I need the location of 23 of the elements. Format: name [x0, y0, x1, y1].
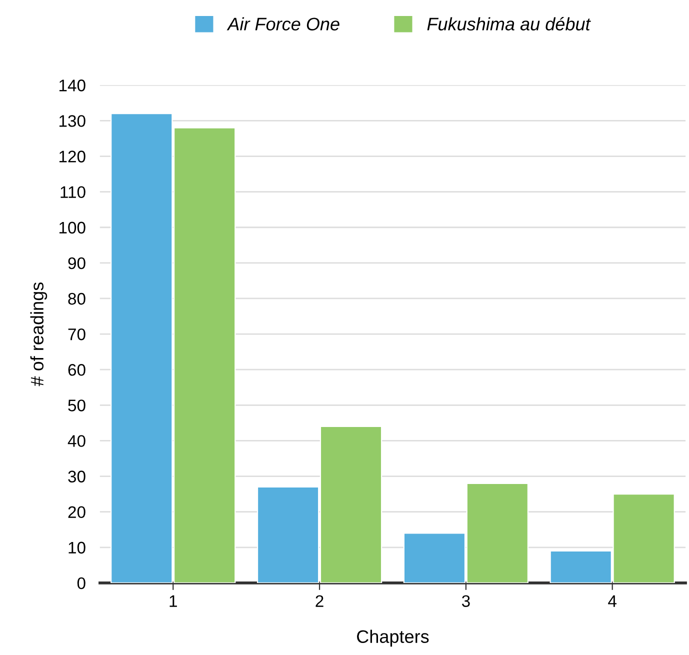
x-tick-label: 3	[462, 595, 470, 607]
legend-label: Air Force One	[226, 17, 340, 30]
y-tick-label: 30	[68, 470, 86, 482]
y-tick-label: 50	[68, 400, 86, 412]
y-tick-label: 40	[68, 435, 86, 447]
y-tick-label: 70	[68, 328, 86, 340]
y-tick-label: 110	[60, 186, 86, 198]
x-axis-title: Chapters	[357, 630, 429, 647]
y-tick-label: 0	[77, 577, 86, 590]
x-tick-label: 4	[608, 595, 616, 607]
y-tick-label: 80	[68, 292, 86, 305]
x-tick-label: 2	[316, 595, 324, 607]
y-tick-label: 20	[68, 506, 86, 518]
y-tick-label: 90	[68, 257, 86, 270]
y-tick-label: 10	[68, 542, 86, 554]
y-tick-label: 120	[59, 150, 86, 162]
y-tick-label: 130	[59, 115, 86, 127]
y-axis-title: # of readings	[30, 282, 48, 386]
y-tick-label: 60	[68, 364, 86, 376]
x-tick-label: 1	[170, 595, 177, 607]
y-tick-label: 140	[59, 80, 86, 92]
y-tick-label: 100	[59, 222, 86, 234]
legend-label: Fukushima au début	[427, 17, 591, 30]
